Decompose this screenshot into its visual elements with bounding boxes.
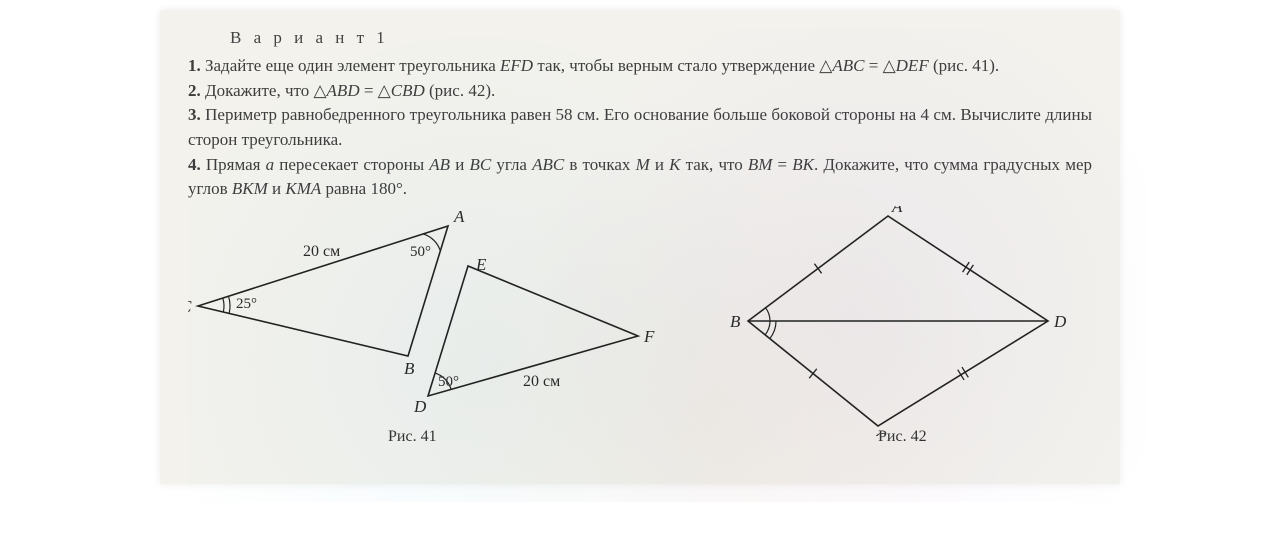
svg-text:20 см: 20 см <box>523 373 560 390</box>
svg-text:D: D <box>1053 312 1067 331</box>
p1-efd: EFD <box>500 56 533 75</box>
p4-h: = <box>772 155 792 174</box>
p4-ab: AB <box>429 155 450 174</box>
p4-k2: равна 180°. <box>321 179 407 198</box>
p4-b: пересекает стороны <box>274 155 429 174</box>
p2-number: 2. <box>188 81 201 100</box>
svg-text:A: A <box>891 206 903 216</box>
problem-2: 2. Докажите, что △ABD = △CBD (рис. 42). <box>188 79 1092 104</box>
p4-f: и <box>650 155 669 174</box>
fig41-caption: Рис. 41 <box>388 428 437 446</box>
p4-d: угла <box>491 155 532 174</box>
p4-c: и <box>450 155 469 174</box>
variant-title: В а р и а н т 1 <box>188 28 1092 48</box>
svg-text:E: E <box>475 255 487 274</box>
p4-var-a: a <box>266 155 275 174</box>
p1-eq: = △ <box>864 56 895 75</box>
p4-k: K <box>669 155 680 174</box>
p1-abc: ABC <box>832 56 864 75</box>
p3-number: 3. <box>188 105 201 124</box>
p1-ref: (рис. 41). <box>929 56 999 75</box>
svg-text:D: D <box>413 397 427 416</box>
p2-abd: ABD <box>327 81 360 100</box>
p4-a: Прямая <box>201 155 266 174</box>
problem-4: 4. Прямая a пересекает стороны AB и BC у… <box>188 153 1092 202</box>
fig42-caption: Рис. 42 <box>878 428 927 446</box>
svg-text:A: A <box>453 207 465 226</box>
svg-text:C: C <box>188 297 192 316</box>
problem-3: 3. Периметр равнобедренного треугольника… <box>188 103 1092 152</box>
svg-text:50°: 50° <box>410 244 431 260</box>
p1-number: 1. <box>188 56 201 75</box>
svg-text:B: B <box>730 312 741 331</box>
worksheet-page: В а р и а н т 1 1. Задайте еще один элем… <box>160 10 1120 484</box>
svg-text:50°: 50° <box>438 374 459 390</box>
p3-text: Периметр равнобедренного треугольника ра… <box>188 105 1092 149</box>
p4-e: в точках <box>564 155 635 174</box>
svg-text:20 см: 20 см <box>303 243 340 260</box>
p4-bkm: BKM <box>232 179 268 198</box>
p4-kma: KMA <box>285 179 321 198</box>
p4-j: и <box>268 179 286 198</box>
svg-text:F: F <box>643 327 655 346</box>
p2-text-a: Докажите, что △ <box>201 81 327 100</box>
figures-row: A B C 20 см 25° 50° E D F 20 см 50° Рис. 41 A B C D Р… <box>188 206 1078 466</box>
p1-text-a: Задайте еще один элемент треугольника <box>201 56 500 75</box>
p4-bc: BC <box>469 155 491 174</box>
p2-eq: = △ <box>360 81 391 100</box>
p2-cbd: CBD <box>391 81 425 100</box>
p2-ref: (рис. 42). <box>425 81 495 100</box>
p4-abc: ABC <box>532 155 564 174</box>
svg-text:25°: 25° <box>236 296 257 312</box>
problem-1: 1. Задайте еще один элемент треугольника… <box>188 54 1092 79</box>
p4-bk: BK <box>792 155 814 174</box>
p4-number: 4. <box>188 155 201 174</box>
svg-text:B: B <box>404 359 415 378</box>
p4-g: так, что <box>680 155 747 174</box>
p4-m: M <box>636 155 650 174</box>
figure-42: ABCD <box>728 206 1078 436</box>
p1-def: DEF <box>896 56 929 75</box>
p4-bm: BM <box>748 155 773 174</box>
p1-text-b: так, чтобы верным стало утверждение △ <box>533 56 832 75</box>
figure-41: A B C 20 см 25° 50° E D F 20 см 50° <box>188 206 658 426</box>
